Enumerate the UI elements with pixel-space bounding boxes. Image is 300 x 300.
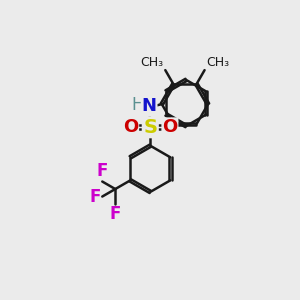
Text: N: N <box>142 98 157 116</box>
Text: CH₃: CH₃ <box>140 56 164 69</box>
Text: CH₃: CH₃ <box>206 56 230 69</box>
Text: F: F <box>89 188 100 206</box>
Text: F: F <box>110 205 121 223</box>
Text: O: O <box>162 118 178 136</box>
Text: F: F <box>97 162 108 180</box>
Text: O: O <box>123 118 138 136</box>
Text: H: H <box>131 96 144 114</box>
Text: S: S <box>143 118 157 137</box>
